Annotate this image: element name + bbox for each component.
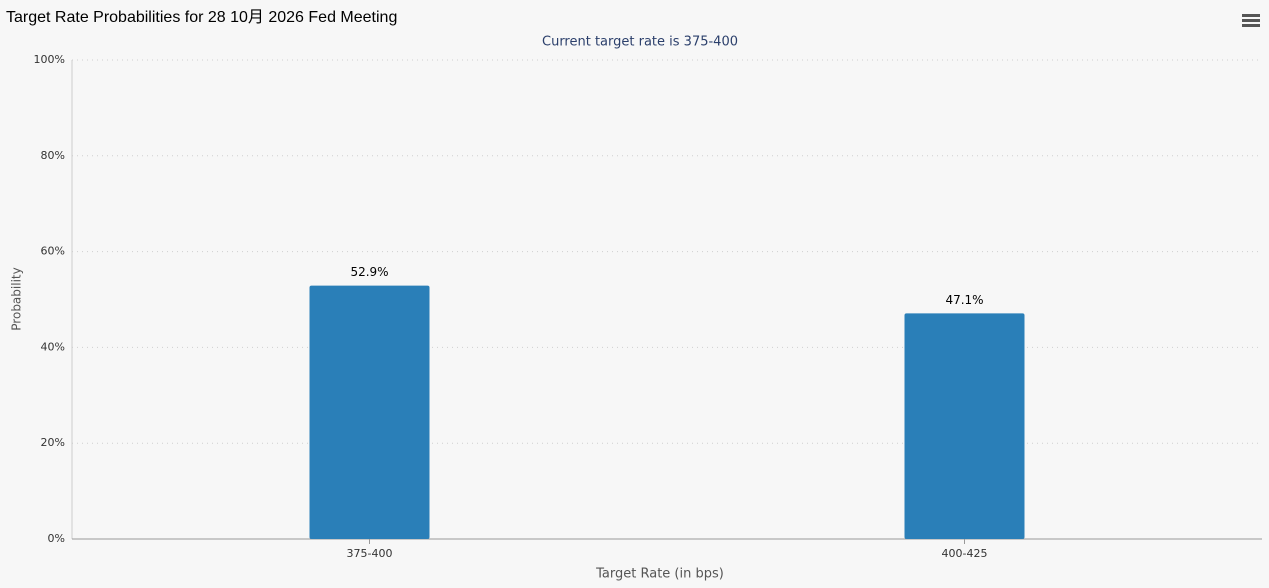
menu-button[interactable] bbox=[1242, 14, 1260, 27]
data-label: 47.1% bbox=[945, 293, 983, 307]
menu-line[interactable] bbox=[1242, 24, 1260, 27]
bar bbox=[309, 285, 430, 539]
y-tick-label: 80% bbox=[41, 149, 65, 162]
y-tick-label: 20% bbox=[41, 436, 65, 449]
chart-title: Target Rate Probabilities for 28 10月 202… bbox=[6, 9, 397, 26]
menu-line[interactable] bbox=[1242, 19, 1260, 22]
x-tick-label: 375-400 bbox=[347, 547, 393, 560]
y-axis-title: Probability bbox=[10, 267, 24, 330]
chart-subtitle: Current target rate is 375-400 bbox=[542, 35, 738, 50]
y-tick-label: 100% bbox=[34, 53, 65, 66]
menu-line[interactable] bbox=[1242, 14, 1260, 17]
x-axis-title: Target Rate (in bps) bbox=[595, 567, 724, 582]
data-label: 52.9% bbox=[350, 265, 388, 279]
y-tick-label: 0% bbox=[48, 532, 65, 545]
y-tick-label: 40% bbox=[41, 340, 65, 353]
bar bbox=[904, 313, 1025, 539]
y-tick-label: 60% bbox=[41, 245, 65, 258]
x-tick-label: 400-425 bbox=[942, 547, 988, 560]
